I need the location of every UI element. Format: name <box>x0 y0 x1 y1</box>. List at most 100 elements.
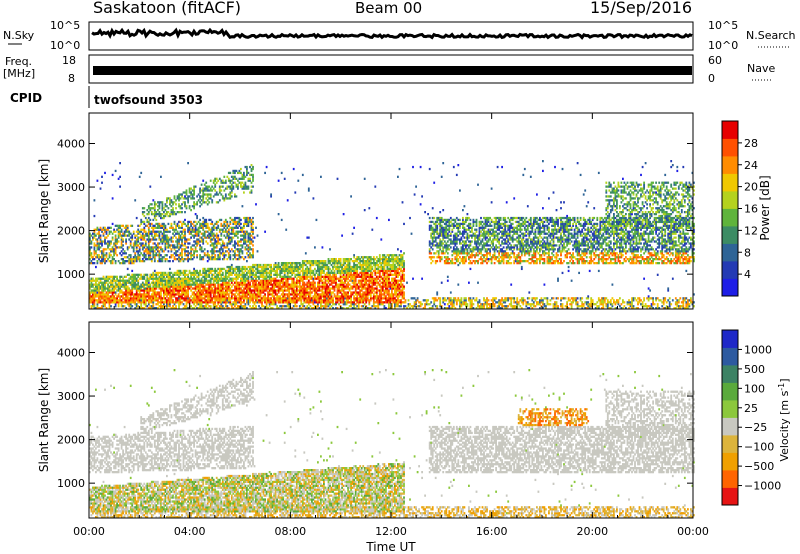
data-cell <box>125 301 128 304</box>
data-cell <box>119 283 122 286</box>
data-cell <box>137 228 140 231</box>
data-cell <box>353 295 356 298</box>
data-cell <box>149 273 152 276</box>
data-cell <box>348 262 351 265</box>
data-cell <box>221 254 224 257</box>
data-cell <box>212 238 215 241</box>
data-cell <box>188 189 191 192</box>
data-cell <box>243 283 245 286</box>
data-cell <box>147 299 150 302</box>
data-cell <box>175 287 177 290</box>
data-cell <box>238 181 241 184</box>
data-cell <box>173 252 176 255</box>
data-cell <box>149 299 152 302</box>
data-cell <box>175 279 177 282</box>
data-cell <box>105 291 108 294</box>
data-cell <box>202 269 205 273</box>
data-cell <box>211 250 214 253</box>
data-cell <box>175 226 177 229</box>
data-cell <box>96 301 99 304</box>
data-cell <box>234 193 236 196</box>
data-cell <box>241 238 244 241</box>
data-cell <box>179 258 182 261</box>
data-cell <box>96 256 99 259</box>
data-cell <box>191 287 194 290</box>
data-cell <box>208 279 211 282</box>
data-cell <box>95 289 97 292</box>
data-cell <box>215 295 218 298</box>
data-cell <box>193 273 196 276</box>
data-cell <box>185 285 188 288</box>
data-cell <box>206 279 209 282</box>
data-cell <box>262 271 265 275</box>
data-cell <box>194 213 197 216</box>
data-cell <box>335 258 337 261</box>
data-cell <box>175 273 177 276</box>
data-cell <box>205 303 208 306</box>
data-cell <box>155 218 158 222</box>
data-cell <box>134 285 137 288</box>
data-cell <box>146 232 149 235</box>
data-cell <box>241 234 244 237</box>
data-cell <box>170 244 173 247</box>
data-cell <box>108 307 111 310</box>
data-cell <box>230 238 233 241</box>
data-cell <box>170 213 173 216</box>
data-cell <box>108 242 111 245</box>
data-cell <box>227 287 230 290</box>
data-cell <box>200 224 203 227</box>
data-cell <box>203 297 206 300</box>
data-cell <box>173 197 176 200</box>
data-cell <box>132 242 135 245</box>
data-cell <box>247 187 250 190</box>
data-cell <box>212 244 215 247</box>
data-cell <box>226 265 229 269</box>
data-cell <box>200 246 203 249</box>
data-cell <box>102 281 105 284</box>
data-cell <box>234 195 236 198</box>
data-cell <box>110 299 112 302</box>
data-cell <box>238 269 241 273</box>
data-cell <box>240 248 242 251</box>
data-cell <box>128 262 131 265</box>
data-cell <box>196 297 199 300</box>
data-cell <box>149 258 152 261</box>
data-cell <box>178 211 180 214</box>
data-cell <box>120 291 123 294</box>
data-cell <box>187 289 190 292</box>
data-cell <box>247 279 250 282</box>
data-cell <box>193 287 196 290</box>
data-cell <box>203 189 206 192</box>
data-cell <box>138 293 141 296</box>
data-cell <box>238 283 241 286</box>
data-cell <box>187 199 190 202</box>
data-cell <box>138 246 141 249</box>
data-cell <box>297 269 300 273</box>
data-cell <box>161 238 164 241</box>
data-cell <box>134 252 137 255</box>
data-cell <box>235 258 238 261</box>
data-cell <box>99 285 102 288</box>
data-cell <box>226 250 229 253</box>
data-cell <box>173 195 176 198</box>
data-cell <box>163 273 165 276</box>
data-cell <box>137 236 140 239</box>
data-cell <box>89 246 91 249</box>
data-cell <box>214 297 217 300</box>
data-cell <box>238 248 241 251</box>
data-cell <box>131 262 134 265</box>
data-cell <box>265 269 268 273</box>
data-cell <box>137 258 140 261</box>
data-cell <box>163 285 165 288</box>
data-cell <box>116 224 119 227</box>
data-cell <box>338 262 340 265</box>
data-cell <box>157 297 159 300</box>
data-cell <box>111 279 114 282</box>
data-cell <box>111 246 114 249</box>
data-cell <box>150 230 153 233</box>
data-cell <box>218 283 221 286</box>
data-cell <box>217 179 220 182</box>
data-cell <box>206 236 209 239</box>
data-cell <box>90 240 93 243</box>
data-cell <box>123 305 126 308</box>
